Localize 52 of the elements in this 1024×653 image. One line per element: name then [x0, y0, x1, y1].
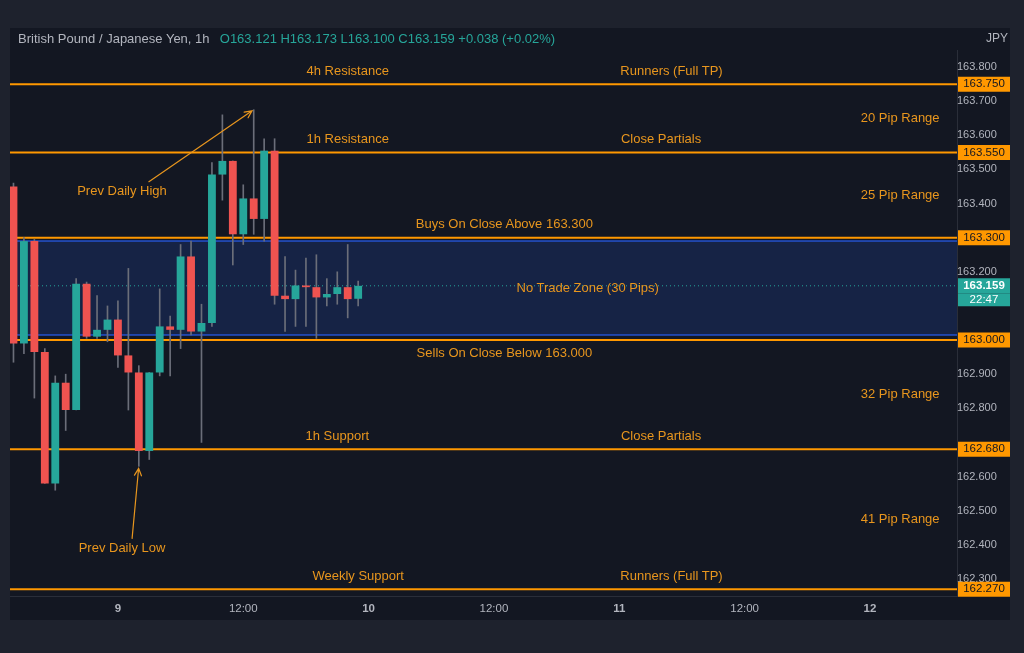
x-tick-label: 12:00	[228, 602, 258, 615]
y-tick-label: 163.800	[957, 60, 997, 73]
y-tick-label: 162.600	[957, 469, 997, 482]
x-tick-label: 11	[613, 602, 626, 615]
annotation: Weekly Support	[312, 567, 405, 583]
x-tick-label: 10	[362, 602, 376, 615]
y-tick-label: 163.600	[957, 128, 997, 141]
x-tick-label: 12:00	[479, 602, 509, 615]
ref-line-label: 163.300	[963, 230, 1005, 243]
annotation: Buys On Close Above 163.300	[415, 216, 593, 232]
ref-line-label: 163.750	[963, 77, 1005, 90]
ref-line-label: 163.550	[963, 145, 1005, 158]
x-tick-label: 9	[114, 602, 122, 615]
annotation: 25 Pip Range	[860, 186, 940, 202]
y-tick-label: 162.800	[957, 401, 997, 414]
y-tick-label: 163.700	[957, 94, 997, 107]
ref-line-label: 163.159	[963, 278, 1005, 291]
ref-line-label: 162.270	[963, 582, 1005, 595]
y-axis-title: JPY	[985, 31, 1008, 46]
y-tick-label: 162.400	[957, 537, 997, 550]
annotation: Close Partials	[620, 427, 702, 443]
ref-line-label: 163.000	[963, 333, 1005, 346]
annotation: Prev Daily Low	[78, 539, 166, 555]
text: 22:47	[969, 292, 999, 305]
candlestick	[343, 244, 352, 319]
annotation: 1h Resistance	[306, 130, 389, 146]
y-tick-label: 162.900	[957, 367, 997, 380]
y-tick-label: 162.500	[957, 503, 997, 516]
annotation: 32 Pip Range	[860, 386, 940, 402]
chart-title: British Pound / Japanese Yen, 1h	[18, 30, 210, 46]
candlestick	[166, 315, 175, 377]
y-tick-label: 162.300	[957, 571, 997, 584]
annotation: 20 Pip Range	[860, 109, 940, 125]
annotation: Close Partials	[620, 130, 702, 146]
ref-line-label: 162.680	[963, 442, 1005, 455]
candlestick	[93, 295, 101, 339]
candlestick	[249, 109, 258, 235]
annotation: Prev Daily High	[77, 183, 167, 199]
x-tick-label: 12	[863, 602, 877, 615]
y-tick-label: 163.200	[957, 264, 997, 277]
annotation: Sells On Close Below 163.000	[416, 344, 593, 360]
y-tick-label: 163.400	[957, 196, 997, 209]
annotation: 41 Pip Range	[860, 510, 940, 526]
candlestick	[302, 257, 310, 327]
annotation: 4h Resistance	[306, 62, 389, 78]
annotation: Runners (Full TP)	[620, 567, 723, 583]
annotation: Runners (Full TP)	[620, 62, 723, 78]
annotation: 1h Support	[305, 427, 370, 443]
y-tick-label: 163.500	[957, 162, 997, 175]
x-tick-label: 12:00	[730, 602, 760, 615]
band-label: No Trade Zone (30 Pips)	[516, 279, 659, 295]
chart-subtitle: O163.121 H163.173 L163.100 C163.159 +0.038 (+0.02%)	[219, 30, 556, 46]
